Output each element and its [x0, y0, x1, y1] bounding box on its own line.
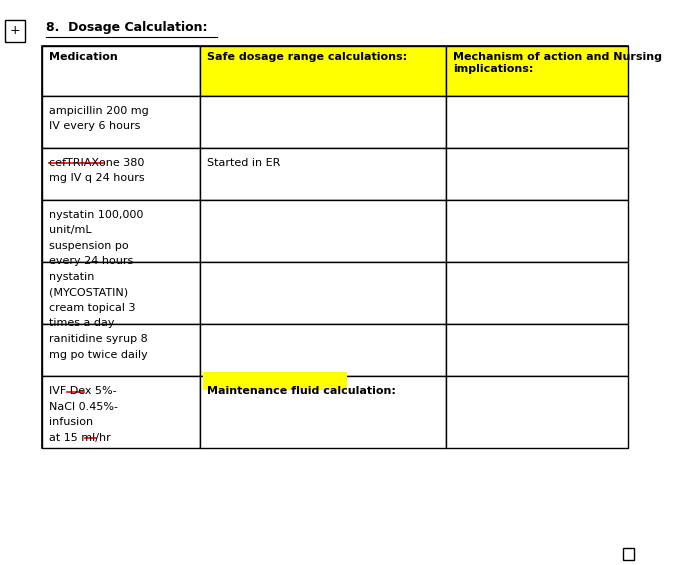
Text: Started in ER: Started in ER — [207, 158, 280, 168]
Bar — [446, 324, 628, 376]
Bar — [200, 148, 446, 200]
Bar — [200, 376, 446, 448]
Bar — [42, 324, 200, 376]
Bar — [200, 262, 446, 324]
Bar — [200, 148, 446, 200]
Text: suspension po: suspension po — [49, 241, 129, 251]
Bar — [446, 376, 628, 448]
Bar — [200, 96, 446, 148]
Bar — [42, 200, 200, 262]
Bar — [203, 372, 347, 390]
Text: mg IV q 24 hours: mg IV q 24 hours — [49, 173, 145, 184]
Text: times a day: times a day — [49, 319, 114, 328]
Text: nystatin 100,000: nystatin 100,000 — [49, 210, 143, 220]
Bar — [200, 262, 446, 324]
Text: ampicillin 200 mg: ampicillin 200 mg — [49, 106, 149, 116]
Bar — [42, 96, 200, 148]
Bar — [200, 200, 446, 262]
Bar — [42, 96, 200, 148]
Text: 8.  Dosage Calculation:: 8. Dosage Calculation: — [46, 21, 208, 34]
Bar — [42, 46, 200, 96]
Bar — [446, 46, 628, 96]
Bar — [42, 262, 200, 324]
Bar — [42, 46, 628, 448]
Bar — [446, 96, 628, 148]
Bar — [200, 324, 446, 376]
Bar — [446, 262, 628, 324]
Bar — [42, 324, 200, 376]
Bar — [446, 262, 628, 324]
Bar — [446, 200, 628, 262]
Text: Safe dosage range calculations:: Safe dosage range calculations: — [207, 52, 408, 62]
Text: Mechanism of action and Nursing
implications:: Mechanism of action and Nursing implicat… — [453, 52, 662, 73]
Bar — [200, 376, 446, 448]
Bar — [5, 20, 25, 42]
Bar — [200, 324, 446, 376]
Text: Maintenance fluid calculation:: Maintenance fluid calculation: — [207, 386, 396, 396]
Text: Medication: Medication — [49, 52, 118, 62]
Text: nystatin: nystatin — [49, 272, 94, 282]
Bar — [42, 376, 200, 448]
Bar — [200, 46, 446, 96]
Bar — [42, 262, 200, 324]
Bar — [446, 148, 628, 200]
Bar — [200, 46, 446, 96]
Bar — [623, 548, 634, 560]
Bar — [200, 96, 446, 148]
Text: +: + — [10, 24, 20, 37]
Bar — [42, 148, 200, 200]
Bar — [446, 46, 628, 96]
Bar — [446, 96, 628, 148]
Text: unit/mL: unit/mL — [49, 225, 91, 236]
Text: cefTRIAXone 380: cefTRIAXone 380 — [49, 158, 145, 168]
Text: cream topical 3: cream topical 3 — [49, 303, 136, 313]
Bar — [42, 376, 200, 448]
Text: every 24 hours: every 24 hours — [49, 257, 133, 267]
Bar — [42, 200, 200, 262]
Text: IV every 6 hours: IV every 6 hours — [49, 121, 140, 132]
Text: infusion: infusion — [49, 417, 93, 427]
Bar — [446, 200, 628, 262]
Bar — [200, 200, 446, 262]
Text: IVF Dex 5%-: IVF Dex 5%- — [49, 386, 116, 396]
Text: NaCl 0.45%-: NaCl 0.45%- — [49, 402, 118, 411]
Text: ranitidine syrup 8: ranitidine syrup 8 — [49, 334, 147, 344]
Bar — [42, 148, 200, 200]
Text: mg po twice daily: mg po twice daily — [49, 350, 147, 359]
Bar — [446, 376, 628, 448]
Bar — [446, 324, 628, 376]
Bar — [42, 46, 200, 96]
Text: at 15 ml/hr: at 15 ml/hr — [49, 432, 111, 442]
Bar — [446, 148, 628, 200]
Text: (MYCOSTATIN): (MYCOSTATIN) — [49, 288, 128, 298]
